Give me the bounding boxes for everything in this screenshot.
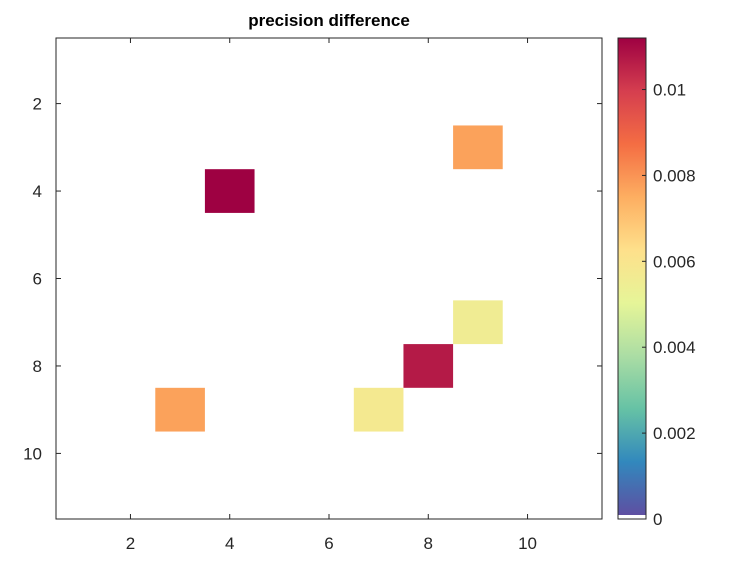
x-tick-label: 8 bbox=[424, 534, 433, 553]
heatmap-cell bbox=[403, 344, 454, 388]
colorbar-frame bbox=[617, 37, 647, 520]
colorbar-gradient bbox=[618, 38, 646, 515]
heatmap-cell bbox=[204, 169, 255, 213]
plot-background bbox=[56, 38, 602, 519]
colorbar-tick-label: 0 bbox=[653, 510, 662, 529]
colorbar-zero-band bbox=[618, 515, 646, 519]
colorbar-tick-label: 0.008 bbox=[653, 166, 696, 185]
heatmap-cell bbox=[155, 387, 205, 432]
y-tick-label: 6 bbox=[33, 270, 42, 289]
x-tick-label: 6 bbox=[324, 534, 333, 553]
y-tick-label: 10 bbox=[23, 444, 42, 463]
colorbar-tick-label: 0.01 bbox=[653, 81, 686, 100]
colorbar-tick-label: 0.002 bbox=[653, 424, 696, 443]
colorbar-tick-label: 0.006 bbox=[653, 252, 696, 271]
chart-title: precision difference bbox=[248, 11, 410, 30]
x-tick-label: 2 bbox=[126, 534, 135, 553]
plot-area: 2 4 6 8 10 2 4 6 8 10 bbox=[23, 37, 603, 553]
y-tick-label: 4 bbox=[33, 182, 42, 201]
x-tick-label: 10 bbox=[518, 534, 537, 553]
heatmap-cell bbox=[353, 387, 404, 432]
colorbar-tick-label: 0.004 bbox=[653, 338, 696, 357]
heatmap-cell bbox=[453, 300, 503, 345]
y-tick-label: 8 bbox=[33, 357, 42, 376]
x-tick-label: 4 bbox=[225, 534, 234, 553]
colorbar: 0 0.002 0.004 0.006 0.008 0.01 bbox=[617, 37, 696, 529]
y-tick-label: 2 bbox=[33, 95, 42, 114]
heatmap-cell bbox=[453, 125, 503, 170]
